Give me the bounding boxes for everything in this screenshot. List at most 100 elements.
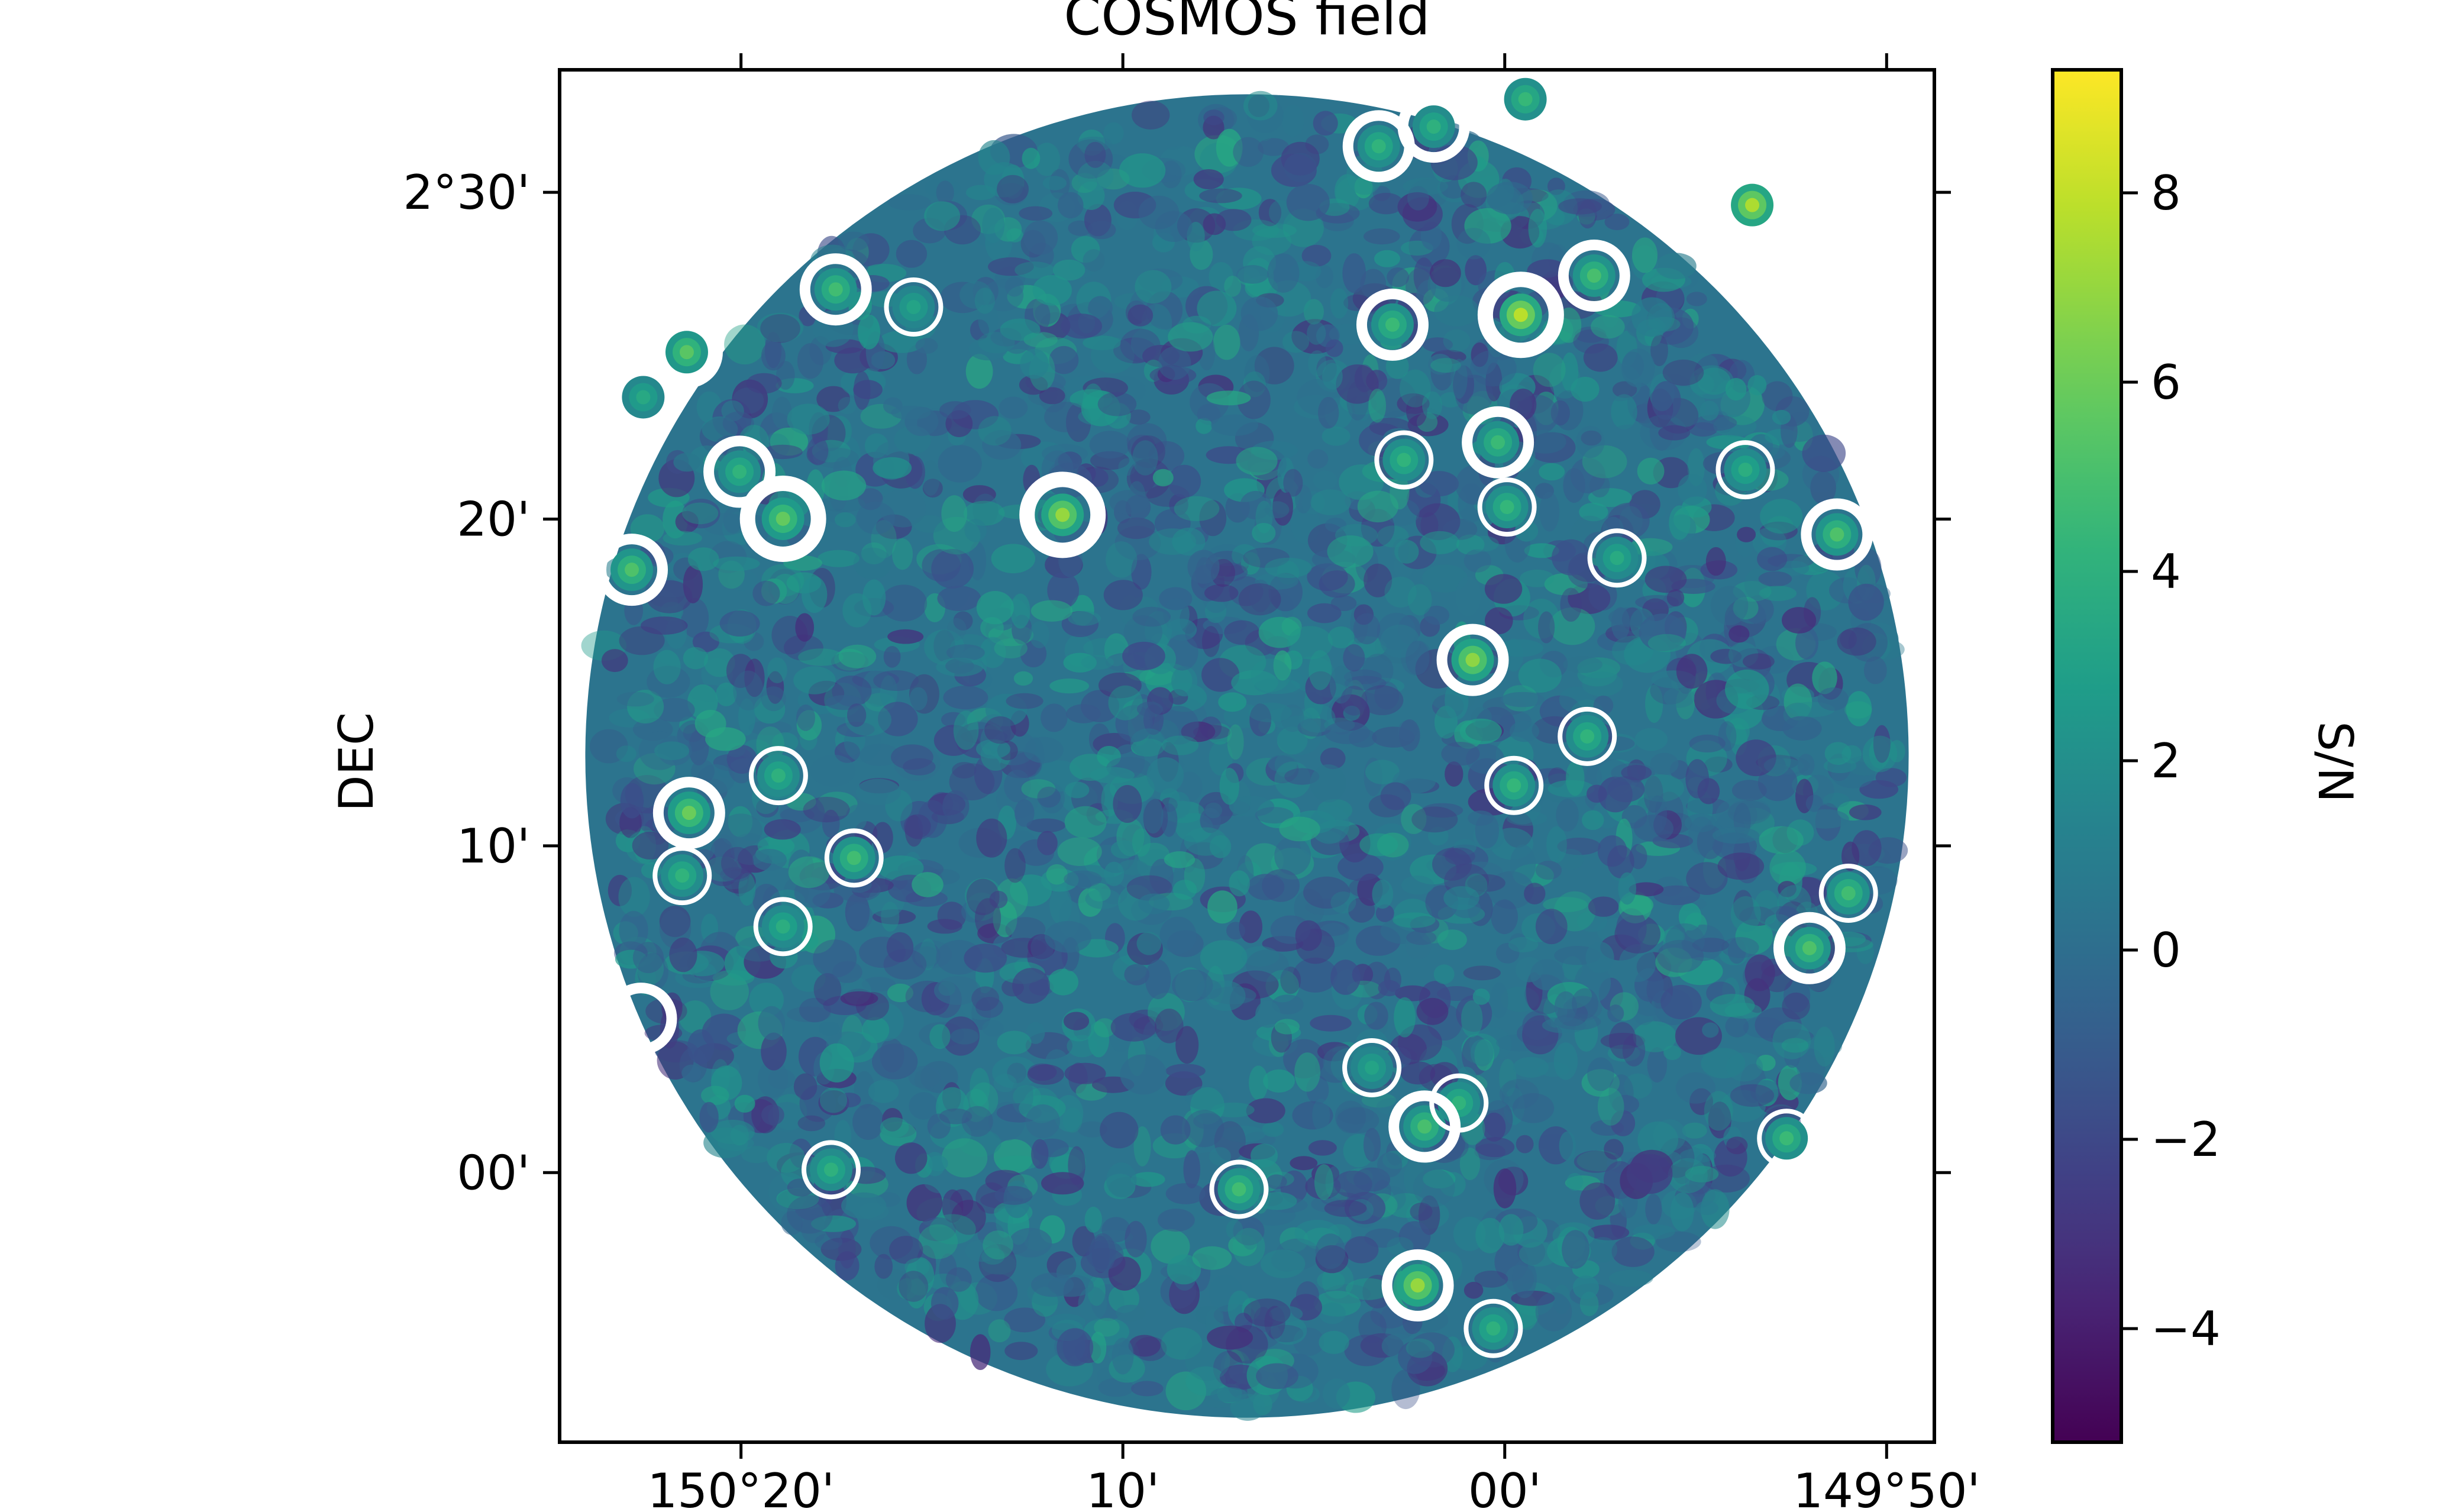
circle-markers (596, 70, 1934, 1358)
noise-blob (1161, 1327, 1203, 1360)
noise-blob (1313, 111, 1338, 136)
source-core (1491, 435, 1505, 450)
noise-blob (1611, 607, 1630, 640)
noise-blob (1318, 397, 1339, 429)
noise-blob (1158, 1209, 1195, 1232)
noise-blob (1097, 1367, 1114, 1386)
noise-blob (1340, 686, 1368, 716)
noise-blob (781, 1210, 803, 1235)
noise-blob (1211, 1102, 1255, 1117)
noise-blob (1675, 1072, 1716, 1104)
noise-blob (1268, 199, 1292, 225)
noise-blob (1065, 781, 1090, 799)
noise-blob (1344, 676, 1387, 690)
chart-title: COSMOS field (1064, 0, 1430, 47)
noise-blob (1224, 276, 1242, 297)
noise-blob (939, 1253, 957, 1286)
noise-blob (757, 312, 804, 343)
noise-blob (811, 1215, 856, 1232)
source-blob (1350, 1046, 1394, 1089)
noise-blob (815, 1233, 843, 1250)
noise-blob (616, 745, 637, 763)
noise-blob (1364, 228, 1400, 245)
x-tick-label: 149°50' (1793, 1463, 1980, 1512)
source-blob (832, 836, 875, 880)
noise-blob (1089, 431, 1131, 459)
noise-blob (1685, 1165, 1719, 1183)
noise-blob (1319, 1330, 1349, 1354)
noise-blob (922, 479, 943, 498)
noise-blob (1249, 579, 1272, 612)
noise-blob (1064, 1062, 1106, 1084)
noise-blob (761, 578, 787, 604)
noise-blob (1588, 896, 1619, 917)
colorbar-tick-label: 2 (2151, 734, 2181, 789)
noise-blob (1662, 359, 1704, 386)
noise-blob (1721, 937, 1759, 958)
noise-blob (1275, 1238, 1320, 1270)
noise-blob (838, 397, 857, 415)
noise-blob (752, 580, 780, 606)
noise-blob (1359, 833, 1398, 857)
noise-blob (1552, 1284, 1571, 1314)
noise-blob (1068, 865, 1115, 889)
noise-blob (941, 1138, 988, 1178)
noise-blob (949, 763, 995, 800)
noise-blob (1045, 920, 1091, 953)
noise-blob (1232, 544, 1258, 567)
noise-blob (1183, 1150, 1200, 1188)
noise-blob (1132, 101, 1170, 130)
noise-blob (1269, 1306, 1303, 1322)
noise-blob (1193, 1113, 1223, 1130)
noise-blob (1647, 1047, 1668, 1083)
source-core (1580, 729, 1595, 744)
source-circle-marker (652, 777, 725, 849)
noise-blob (1295, 1281, 1319, 1310)
noise-blob (1270, 1316, 1307, 1345)
noise-blob (683, 647, 709, 670)
noise-blob (873, 670, 919, 691)
noise-blob (975, 997, 1003, 1018)
noise-blob (761, 564, 805, 597)
noise-blob (768, 1068, 796, 1090)
noise-blob (1499, 1059, 1517, 1097)
source-circle-marker (1757, 1109, 1817, 1168)
noise-blob (887, 194, 931, 211)
noise-blob (1330, 595, 1357, 611)
noise-blob (687, 547, 719, 571)
noise-blob (1443, 886, 1479, 910)
source-blob (1357, 125, 1400, 168)
noise-blob (1019, 374, 1048, 395)
noise-blob (1735, 919, 1773, 955)
noise-blob (627, 690, 664, 723)
noise-blob (838, 1229, 856, 1269)
noise-blob (1456, 228, 1491, 260)
noise-blob (1090, 1332, 1107, 1364)
noise-blob (953, 611, 973, 631)
noise-blob (1241, 946, 1280, 967)
noise-blob (1549, 607, 1595, 645)
noise-blob (1030, 600, 1073, 622)
source-core (1500, 500, 1514, 515)
noise-blob (1315, 1233, 1346, 1269)
noise-blob (1336, 1107, 1379, 1133)
noise-blob (1268, 755, 1298, 773)
noise-blob (1001, 938, 1046, 958)
noise-blob (1406, 1338, 1435, 1358)
noise-blob (1663, 1045, 1682, 1060)
noise-blob (795, 613, 815, 642)
noise-blob (838, 644, 877, 668)
noise-blob (1676, 654, 1708, 689)
noise-blob (988, 257, 1034, 276)
noise-blob (1308, 650, 1332, 690)
source-circle-marker (1356, 288, 1429, 361)
noise-blob (1104, 861, 1125, 886)
noise-blob (1546, 826, 1567, 863)
source-core (906, 300, 921, 315)
noise-blob (771, 396, 792, 429)
noise-blob (1312, 1099, 1330, 1132)
noise-blob (1493, 1168, 1517, 1209)
noise-blob (985, 693, 1028, 726)
noise-blob (1291, 506, 1320, 544)
noise-blob (1037, 786, 1061, 808)
